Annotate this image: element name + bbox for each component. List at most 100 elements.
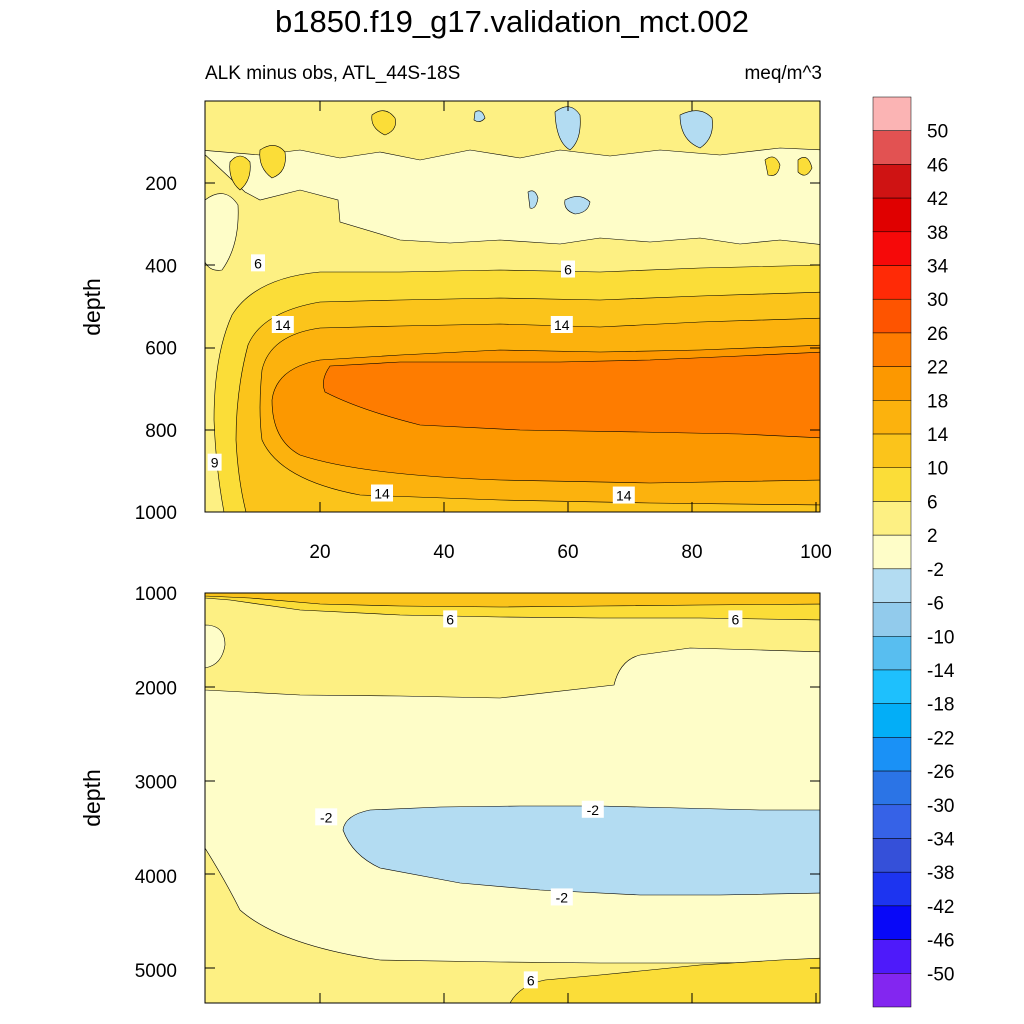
colorbar-swatch [872,400,912,435]
colorbar-label: -6 [927,594,944,615]
lower-panel: 6 6 -2 -2 -2 6 1000 2000 3000 4000 5000 depth [79,584,821,1004]
colorbar-label: 18 [927,391,948,412]
x-tick-label: 20 [309,542,330,563]
upper-panel: 6 6 14 14 9 14 14 200 400 600 800 1000 20 40 60 80 100… [79,100,832,563]
y-tick-label: 4000 [135,867,177,888]
contour-label: 9 [211,455,219,471]
upper-y-tick-labels: 200 400 600 800 1000 [135,174,177,524]
colorbar-label: 34 [927,257,949,278]
colorbar-swatch [872,366,912,401]
colorbar-label: 2 [927,526,938,547]
x-tick-label: 80 [681,542,702,563]
colorbar-swatch [872,164,912,199]
colorbar-swatch [872,871,912,907]
colorbar-label: -46 [927,931,954,952]
contour-label: -2 [320,809,333,825]
x-tick-label: 60 [557,542,578,563]
lower-bottom-band-6 [509,957,820,1003]
lower-upper-band-10 [205,593,820,608]
colorbar-label: 30 [927,290,948,311]
y-tick-label: 1000 [135,584,177,605]
colorbar-label: 42 [927,189,948,210]
colorbar-label: 26 [927,324,948,345]
colorbar-label: 50 [927,122,948,143]
contour-label-box [550,315,573,333]
upper-neg-patch-a [554,106,581,151]
lower-ticks [205,686,820,1003]
y-tick-label: 5000 [135,961,177,982]
upper-y-axis-label: depth [79,278,105,336]
colorbar-label: 22 [927,358,948,379]
colorbar-swatch [872,770,912,806]
y-tick-label: 3000 [135,773,177,794]
contour-label: 6 [732,611,740,627]
contour-label: 6 [564,262,572,278]
upper-core-22 [323,351,820,439]
y-tick-label: 800 [145,421,177,442]
colorbar-swatch [872,298,912,334]
y-tick-label: 200 [145,174,177,195]
upper-shallow-band [205,147,820,245]
colorbar-label: -18 [927,695,954,716]
y-tick-label: 2000 [135,678,177,699]
contour-label: 6 [446,611,454,627]
colorbar-swatch [872,737,912,772]
colorbar-swatch [872,231,912,266]
lower-bottom-band-2 [205,847,820,1003]
contour-label: -2 [556,889,569,905]
colorbar-swatch [872,197,912,233]
y-tick-label: 1000 [135,503,177,524]
colorbar-label: -10 [927,627,954,648]
colorbar-label: 46 [927,155,948,176]
upper-ticks [205,101,820,512]
colorbar-swatch [872,905,912,940]
colorbar-swatch [872,602,912,637]
lower-frame [204,592,821,1004]
chart-title: b1850.f19_g17.validation_mct.002 [275,4,749,39]
colorbar-label: 10 [927,459,948,480]
colorbar-swatch [872,636,912,671]
colorbar-swatch [872,804,912,839]
contour-label-box [561,260,575,278]
colorbar-label: -30 [927,796,954,817]
colorbar-label: -34 [927,829,955,850]
contour-label: 14 [616,488,632,504]
contour-label-box [550,888,573,906]
colorbar-swatch [872,501,912,536]
upper-frame [204,100,821,513]
colorbar-label: 14 [927,425,949,446]
colorbar-label: -22 [927,728,954,749]
upper-contour-labels: 6 6 14 14 9 14 14 [207,254,635,504]
colorbar-swatch [872,467,912,502]
contour-label: 6 [254,255,262,271]
colorbar-label: -2 [927,560,944,581]
upper-surface-patch-b [259,145,286,179]
colorbar-swatch [872,96,912,131]
contour-label: 14 [554,317,570,333]
colorbar-label: -26 [927,762,954,783]
units-subtitle: meq/m^3 [744,63,822,84]
colorbar-swatch [872,332,912,367]
contour-label-box [612,486,635,504]
contour-label: 14 [275,317,291,333]
contour-label: 6 [527,972,535,988]
contour-label-box [728,610,743,628]
colorbar-label: -50 [927,964,954,985]
lower-neg-core [342,805,820,896]
contour-label-box [443,610,458,628]
x-tick-label: 100 [800,542,832,563]
lower-y-axis-label: depth [79,769,105,827]
lower-contour-labels: 6 6 -2 -2 -2 6 [315,610,743,989]
contour-label-box [271,315,294,333]
contour-label: 14 [374,486,390,502]
colorbar-swatch [872,534,912,570]
contour-label-box [523,971,538,989]
colorbar-label: -38 [927,863,954,884]
colorbar-label: 38 [927,223,948,244]
x-tick-label: 40 [433,542,454,563]
colorbar-swatch [872,130,912,165]
upper-surface-patch-d [764,156,781,176]
y-tick-label: 600 [145,339,177,360]
colorbar-swatch [872,669,912,704]
contour-label-box [251,254,265,272]
